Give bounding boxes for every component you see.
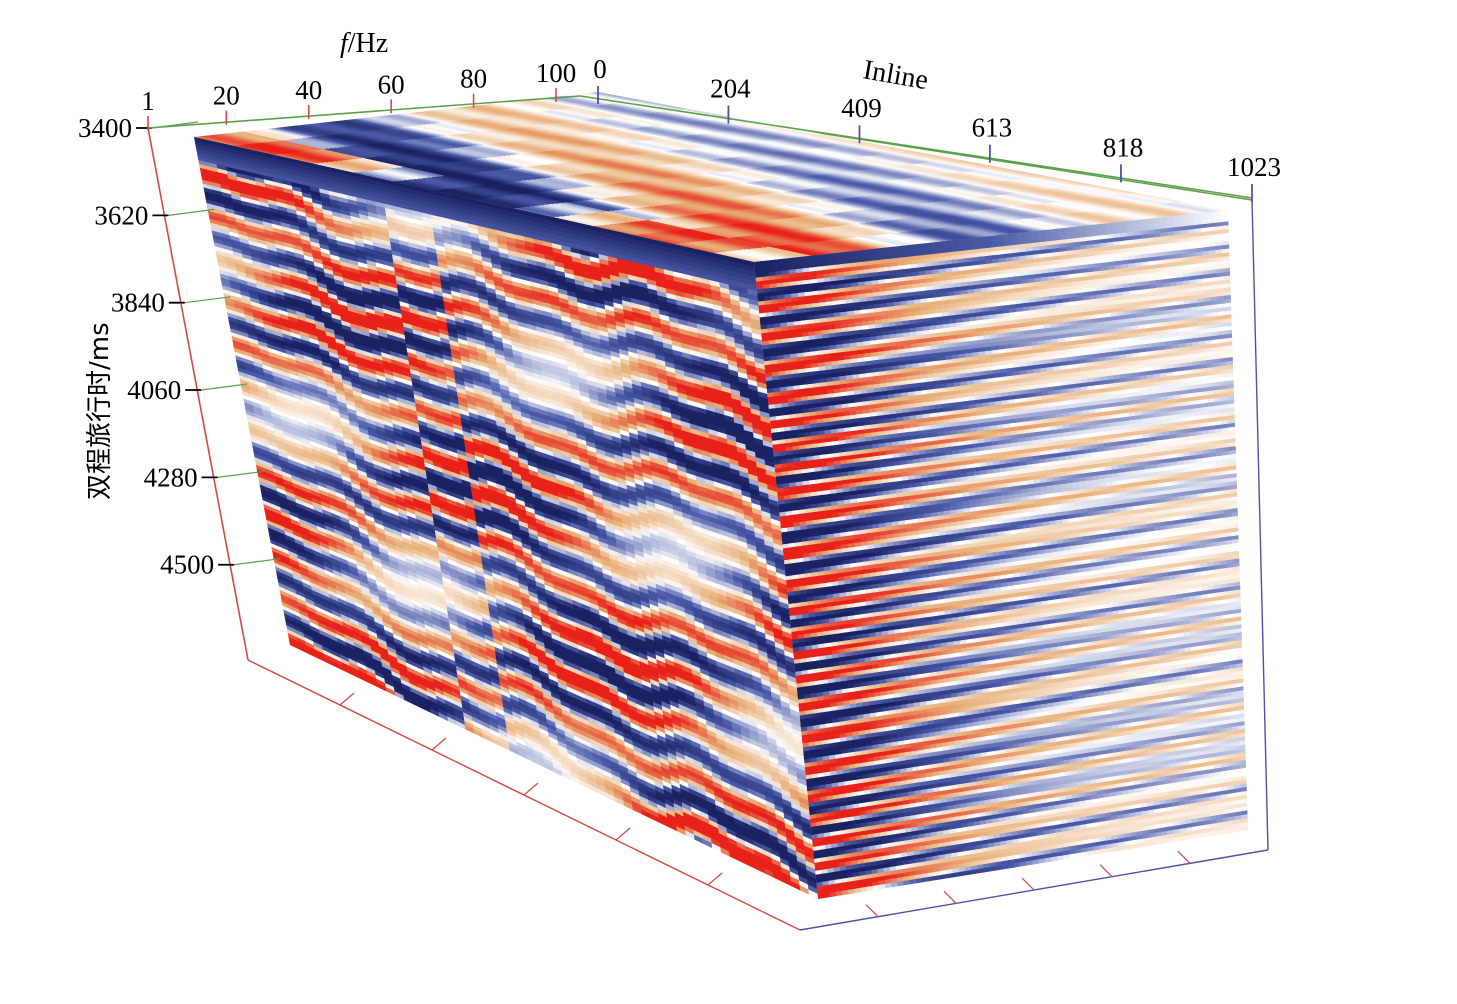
cube-top-face <box>194 92 1228 262</box>
time-tick-label: 4280 <box>144 462 198 492</box>
time-tick-label: 3400 <box>78 113 132 143</box>
time-tick-label: 4060 <box>127 375 181 405</box>
inline-tick-label: 0 <box>593 54 607 84</box>
frequency-tick-label: 20 <box>213 81 240 111</box>
frequency-tick-label: 40 <box>295 75 322 105</box>
inline-tick-label: 1023 <box>1227 152 1281 182</box>
frequency-tick-label: 80 <box>460 64 487 94</box>
frequency-tick-label: 100 <box>536 58 577 88</box>
inline-tick-label: 409 <box>841 93 882 123</box>
inline-axis-title: Inline <box>861 54 931 96</box>
time-tick-label: 4500 <box>160 550 214 580</box>
inline-tick-label: 818 <box>1103 132 1144 162</box>
cube-front-face <box>194 137 818 899</box>
inline-tick-label: 204 <box>710 74 751 104</box>
frequency-axis: 1 20 40 60 80 100 <box>141 58 581 130</box>
inline-axis: 0 204 409 613 818 1023 <box>579 54 1281 202</box>
time-tick-label: 3840 <box>111 288 165 318</box>
time-axis: 3400 3620 3840 4060 4280 4500 <box>78 113 281 661</box>
time-tick-label: 3620 <box>94 200 148 230</box>
frequency-tick-label: 60 <box>378 69 405 99</box>
frequency-tick-label: 1 <box>141 86 155 116</box>
frequency-axis-title: f/Hz <box>340 28 388 59</box>
inline-tick-label: 613 <box>972 113 1013 143</box>
time-axis-title: 双程旅行时/ms <box>85 322 115 500</box>
cube-right-face <box>754 210 1248 899</box>
